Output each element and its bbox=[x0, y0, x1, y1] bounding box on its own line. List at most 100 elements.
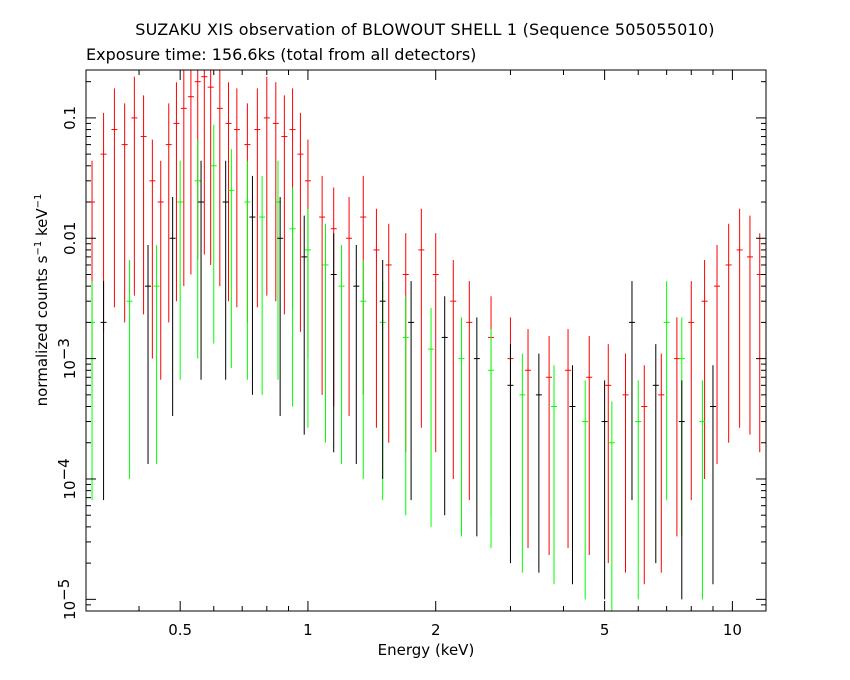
data-point bbox=[198, 160, 205, 380]
data-point bbox=[228, 149, 235, 369]
chart-subtitle: Exposure time: 156.6ks (total from all d… bbox=[86, 45, 477, 64]
data-point bbox=[678, 380, 685, 600]
data-point bbox=[701, 259, 708, 479]
data-point bbox=[402, 296, 409, 516]
data-point bbox=[441, 296, 448, 516]
data-point bbox=[385, 223, 392, 443]
data-point bbox=[582, 380, 589, 600]
data-point bbox=[450, 259, 457, 479]
data-point bbox=[360, 259, 367, 479]
data-point bbox=[153, 244, 160, 464]
data-point bbox=[488, 329, 495, 549]
data-point bbox=[688, 281, 695, 501]
data-point bbox=[714, 244, 721, 464]
data-point bbox=[605, 344, 612, 564]
data-point bbox=[428, 307, 435, 527]
data-point bbox=[652, 344, 659, 564]
data-point bbox=[157, 160, 164, 380]
data-point bbox=[201, 70, 208, 255]
data-point bbox=[736, 208, 743, 428]
data-point bbox=[297, 112, 304, 332]
data-point bbox=[746, 215, 753, 435]
data-point bbox=[658, 353, 665, 573]
data-point bbox=[535, 353, 542, 573]
data-point bbox=[551, 365, 558, 585]
data-point bbox=[418, 208, 425, 428]
data-point bbox=[569, 365, 576, 585]
y-tick-label: 10−3 bbox=[55, 338, 79, 379]
data-point bbox=[699, 380, 706, 600]
data-point bbox=[330, 233, 337, 453]
data-point bbox=[177, 160, 184, 380]
data-point bbox=[222, 160, 229, 380]
data-point bbox=[100, 281, 107, 501]
x-tick-label: 5 bbox=[600, 621, 610, 639]
data-point bbox=[169, 197, 176, 417]
data-point bbox=[622, 353, 629, 573]
data-point bbox=[194, 139, 201, 359]
data-point bbox=[131, 76, 138, 296]
data-point bbox=[709, 365, 716, 585]
data-point bbox=[187, 70, 194, 275]
series-layer bbox=[89, 70, 763, 611]
data-point bbox=[249, 175, 256, 395]
data-point bbox=[165, 103, 172, 323]
data-point bbox=[244, 160, 251, 380]
data-point bbox=[507, 344, 514, 564]
data-point bbox=[322, 223, 329, 443]
data-point bbox=[565, 329, 572, 549]
data-point bbox=[519, 353, 526, 573]
x-tick-label: 10 bbox=[723, 621, 742, 639]
series-0 bbox=[89, 70, 763, 585]
ticks-layer: 0.5 1 2 5 10 0.1 0.01 10−3 10−4 10−5 bbox=[55, 70, 766, 639]
data-point bbox=[121, 103, 128, 323]
data-point bbox=[373, 208, 380, 428]
data-point bbox=[111, 88, 118, 308]
data-point bbox=[432, 233, 439, 453]
data-point bbox=[319, 175, 326, 395]
data-point bbox=[289, 187, 296, 407]
plot-frame bbox=[85, 69, 767, 612]
data-point bbox=[281, 95, 288, 315]
data-point bbox=[210, 124, 217, 344]
data-point bbox=[353, 244, 360, 464]
y-tick-label: 0.01 bbox=[61, 222, 79, 255]
x-tick-label: 0.5 bbox=[168, 621, 192, 639]
data-point bbox=[725, 223, 732, 443]
data-point bbox=[304, 208, 311, 428]
data-point bbox=[473, 317, 480, 537]
data-point bbox=[207, 70, 214, 265]
data-point bbox=[458, 317, 465, 537]
y-tick-label: 0.1 bbox=[61, 106, 79, 130]
x-tick-label: 1 bbox=[303, 621, 313, 639]
data-point bbox=[346, 197, 353, 417]
data-point bbox=[254, 88, 261, 308]
data-point bbox=[663, 281, 670, 501]
data-point bbox=[586, 336, 593, 556]
data-point bbox=[216, 70, 223, 287]
data-point bbox=[408, 281, 415, 501]
data-point bbox=[608, 401, 615, 611]
data-point bbox=[89, 281, 96, 501]
x-axis-label: Energy (keV) bbox=[378, 641, 475, 659]
data-point bbox=[140, 95, 147, 315]
y-tick-label: 10−4 bbox=[55, 458, 79, 499]
data-point bbox=[635, 380, 642, 600]
data-point bbox=[126, 259, 133, 479]
data-point bbox=[673, 317, 680, 537]
data-point bbox=[263, 76, 270, 296]
data-point bbox=[338, 244, 345, 464]
data-point bbox=[546, 336, 553, 556]
data-point bbox=[601, 380, 608, 600]
data-point bbox=[466, 281, 473, 501]
data-point bbox=[233, 88, 240, 308]
series-2 bbox=[100, 160, 716, 600]
data-point bbox=[259, 175, 266, 395]
data-point bbox=[641, 365, 648, 585]
data-point bbox=[225, 82, 232, 302]
data-point bbox=[149, 139, 156, 359]
data-point bbox=[173, 82, 180, 302]
series-1 bbox=[89, 124, 706, 611]
data-point bbox=[525, 329, 532, 549]
